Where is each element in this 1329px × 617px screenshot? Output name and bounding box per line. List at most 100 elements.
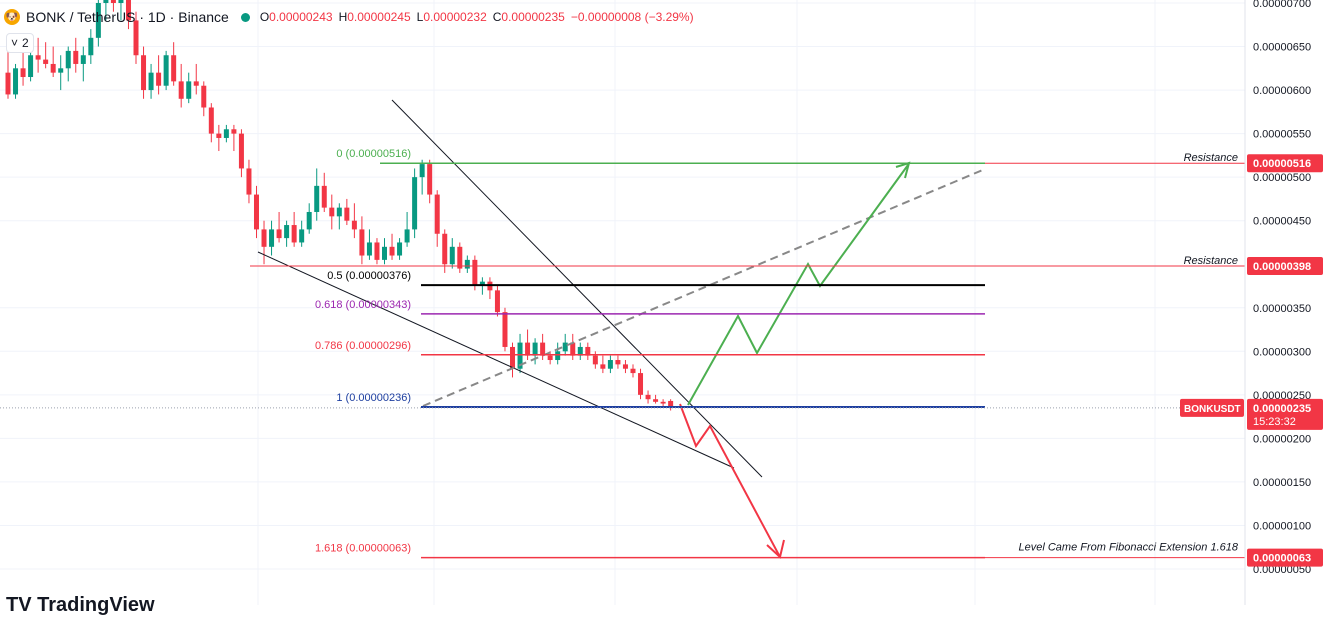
bonk-dog-icon[interactable]: 🐶 (4, 9, 20, 25)
price-tag-label: 0.00000063 (1253, 553, 1311, 565)
candle-body (427, 164, 433, 195)
price-axis-tick-label: 0.00000650 (1253, 42, 1311, 54)
wedge-lower-trendline (257, 251, 735, 469)
candle-body (133, 20, 139, 56)
price-tag (1247, 548, 1323, 567)
ohlc-values: O0.00000243 H0.00000245 L0.00000232 C0.0000… (260, 10, 700, 24)
candle-body (269, 229, 275, 247)
candle-body (73, 50, 79, 64)
candle-body (88, 37, 94, 56)
ohlc-value: 0.00000232 (423, 10, 487, 24)
candle-body (284, 225, 290, 239)
candle-body (494, 290, 500, 313)
candle-body (540, 342, 546, 356)
candle-body (306, 211, 312, 230)
candlestick-series (5, 0, 674, 411)
candle-body (615, 360, 621, 365)
candle-body (35, 55, 41, 60)
symbol-title[interactable]: BONK / TetherUS · 1D · Binance (26, 9, 229, 25)
candle-body (95, 3, 101, 38)
price-axis-tick-label: 0.00000100 (1253, 520, 1311, 532)
candle-body (193, 81, 199, 86)
price-axis-tick-label: 0.00000250 (1253, 390, 1311, 402)
ohlc-key: O (259, 10, 270, 24)
current-price-tag (1247, 398, 1323, 430)
price-change: −0.00000008 (−3.29%) (570, 10, 694, 24)
candle-body (434, 194, 440, 234)
ohlc-value: 0.00000243 (269, 10, 333, 24)
candle-body (660, 401, 666, 404)
fib-level-label: 0 (0.00000516) (336, 148, 411, 160)
candle-body (321, 185, 327, 208)
fib-level-label: 1 (0.00000236) (336, 392, 411, 404)
candle-body (344, 207, 350, 221)
candle-body (668, 400, 674, 408)
candle-body (359, 229, 365, 256)
fib-level-label: 1.618 (0.00000063) (315, 543, 411, 555)
candle-body (58, 68, 64, 73)
candle-body (502, 312, 508, 347)
candle-body (178, 81, 184, 99)
market-status-icon (240, 12, 250, 22)
candle-body (110, 0, 116, 3)
price-axis-tick-label: 0.00000550 (1253, 129, 1311, 141)
candle-body (600, 364, 606, 369)
candle-body (577, 346, 583, 356)
candle-body (472, 259, 478, 286)
candle-body (397, 242, 403, 256)
candle-body (223, 129, 229, 138)
price-axis-background (1245, 0, 1329, 605)
dashed-trend-projection (422, 168, 986, 407)
candle-body (638, 373, 644, 395)
candle-body (562, 342, 568, 352)
candle-body (186, 81, 192, 99)
candle-body (253, 194, 259, 230)
candle-body (43, 59, 49, 64)
ohlc-value: 0.00000245 (347, 10, 411, 24)
price-axis-tick-label: 0.00000700 (1253, 0, 1311, 10)
candle-body (532, 342, 538, 356)
candle-body (276, 229, 282, 239)
candle-body (457, 246, 463, 269)
candle-body (525, 342, 531, 356)
candle-body (291, 225, 297, 243)
tradingview-watermark: TV TradingView (6, 594, 155, 616)
ohlc-key: H (338, 10, 348, 24)
candle-body (382, 246, 387, 260)
horizontal-lines: Resistance Resistance Level Came From Fibo… (0, 152, 1245, 559)
candle-body (5, 72, 11, 95)
candle-body (419, 164, 425, 178)
wedge-upper-trendline (391, 99, 763, 478)
bearish-projection-path (679, 403, 781, 558)
candle-body (216, 133, 222, 138)
candle-body (366, 242, 372, 256)
candle-body (645, 394, 651, 400)
candle-body (555, 351, 561, 361)
candle-body (103, 0, 109, 3)
candle-body (592, 355, 598, 365)
candle-body (118, 0, 124, 3)
indicators-toggle[interactable]: ˅ 2 (6, 33, 34, 53)
indicator-count: 2 (22, 36, 29, 50)
candle-body (622, 364, 628, 369)
price-axis-tick-label: 0.00000600 (1253, 85, 1311, 97)
price-axis-tick-label: 0.00000200 (1253, 433, 1311, 445)
candle-body (517, 342, 523, 369)
fib-level-label: 0.786 (0.00000296) (315, 340, 411, 352)
candle-body (148, 72, 154, 91)
candle-body (314, 185, 320, 212)
candle-body (201, 85, 207, 108)
ohlc-key: L (416, 10, 424, 24)
symbol-price-tag-label: BONKUSDT (1184, 404, 1241, 415)
candle-body (141, 55, 147, 91)
horizontal-line-label: Resistance (1184, 255, 1238, 267)
chevron-down-icon: ˅ (11, 36, 19, 50)
candle-body (299, 229, 305, 243)
candle-body (20, 68, 26, 78)
fibonacci-retracement: 0 (0.00000516) 0.5 (0.00000376) 0.618 (0.0… (315, 148, 985, 559)
candle-body (208, 107, 214, 134)
candle-body (585, 346, 591, 356)
candle-body (231, 129, 237, 134)
price-axis-tick-label: 0.00000500 (1253, 172, 1311, 184)
